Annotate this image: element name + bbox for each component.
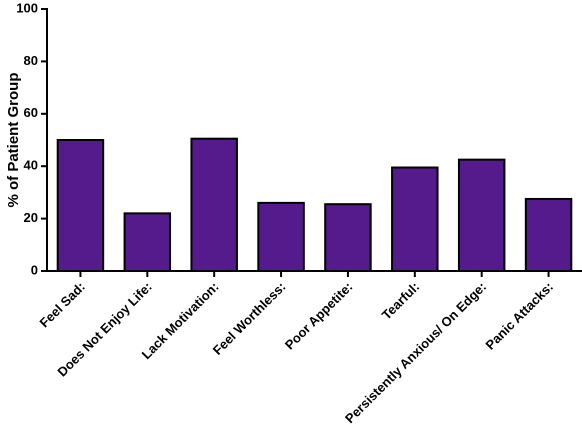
bar — [457, 158, 506, 272]
x-tick-label: Feel Sad: — [37, 279, 88, 330]
y-tick-label: 60 — [24, 105, 38, 120]
bar — [324, 203, 372, 272]
bar — [56, 139, 105, 272]
x-tick-label: Feel Worthless: — [210, 279, 289, 358]
x-tick-label: Poor Appetite: — [282, 279, 356, 353]
x-tick-label: Tearful: — [379, 279, 423, 323]
y-tick-label: 0 — [31, 262, 38, 277]
y-tick-label: 20 — [24, 210, 38, 225]
y-axis-label: % of Patient Group — [5, 73, 22, 208]
bar — [257, 201, 305, 273]
bar — [123, 212, 172, 272]
y-tick-label: 40 — [24, 158, 38, 173]
bar — [391, 166, 439, 272]
y-tick-label: 100 — [16, 0, 38, 15]
x-tick-label: Persistently Anxious/ On Edge: — [342, 279, 489, 426]
x-tick-label: Panic Attacks: — [482, 279, 556, 353]
bar — [190, 137, 238, 272]
y-tick-label: 80 — [24, 53, 38, 68]
bar — [524, 197, 573, 272]
